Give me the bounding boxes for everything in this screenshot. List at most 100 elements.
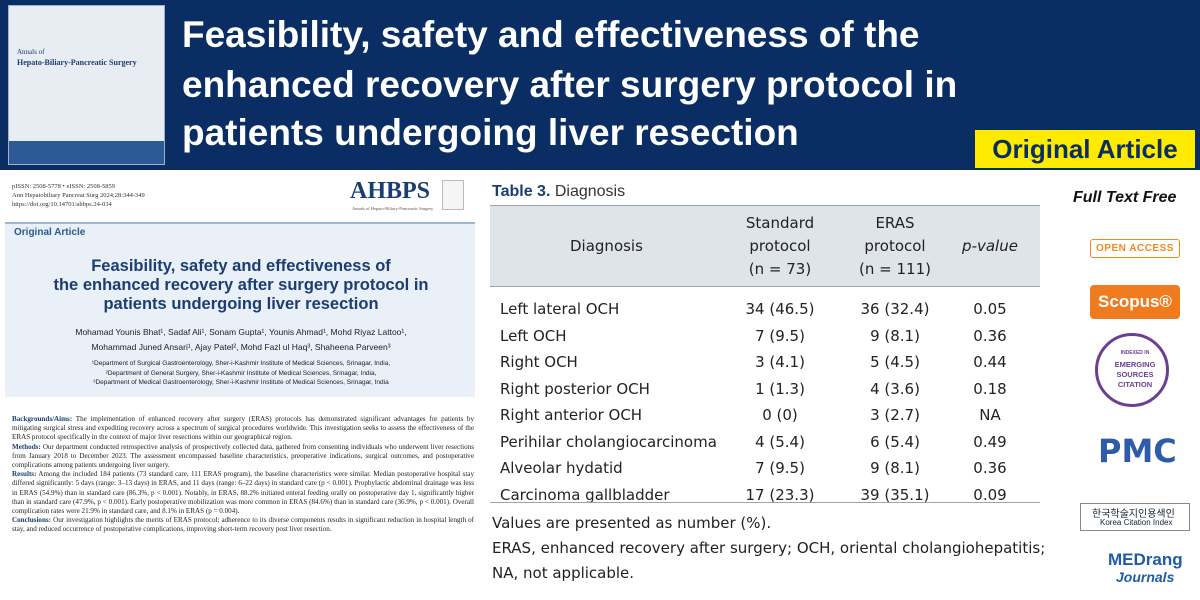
table-cell: 1 (1.3) xyxy=(755,379,805,398)
authors: Mohamad Younis Bhat¹, Sadaf Ali¹, Sonam … xyxy=(75,327,407,337)
issn: pISSN: 2508-5778 • eISSN: 2508-5859 xyxy=(12,183,116,190)
table-caption: Table 3. Diagnosis xyxy=(492,183,625,201)
abstract-heading: Conclusions: xyxy=(12,516,52,525)
open-access: OPEN ACCESS xyxy=(1090,239,1180,258)
paper-title: patients undergoing liver resection xyxy=(103,295,379,313)
table-label: Table 3. xyxy=(492,183,551,200)
cover-band xyxy=(9,141,164,164)
citation: Ann Hepatobiliary Pancreat Surg 2024;28:… xyxy=(12,192,145,199)
table-cell: 34 (46.5) xyxy=(745,300,815,318)
full-text-free: Full Text Free xyxy=(1073,189,1177,206)
table-header xyxy=(490,205,1040,287)
abstract-section: Methods: Our department conducted retros… xyxy=(12,443,474,471)
table-cell: Alveolar hydatid xyxy=(500,459,623,477)
column-header: Standard xyxy=(745,214,815,232)
table-cell: Right anterior OCH xyxy=(500,406,643,424)
check-updates xyxy=(442,180,464,210)
esci-line: CITATION xyxy=(1117,380,1153,389)
column-header: (n = 111) xyxy=(859,260,931,278)
banner-title: enhanced recovery after surgery protocol… xyxy=(182,64,958,105)
paper-title: Feasibility, safety and effectiveness of xyxy=(91,257,391,275)
kci-box xyxy=(1080,503,1190,531)
table-cell: 4 (3.6) xyxy=(870,379,920,398)
medrang: Journals xyxy=(1116,569,1175,585)
table-cell: 0.49 xyxy=(973,432,1007,451)
doi: https://doi.org/10.14701/ahbps.24-034 xyxy=(12,201,112,208)
article-type-badge: Original Article xyxy=(975,130,1195,168)
table-cell: 39 (35.1) xyxy=(860,485,930,504)
table-cell: Left lateral OCH xyxy=(500,300,620,318)
column-header: protocol xyxy=(864,237,926,255)
scopus: Scopus® xyxy=(1090,285,1180,319)
abstract-text: The implementation of enhanced recovery … xyxy=(12,415,474,442)
table-cell: 9 (8.1) xyxy=(870,459,920,477)
table-note: ERAS, enhanced recovery after surgery; O… xyxy=(492,539,1046,557)
table-cell: 36 (32.4) xyxy=(860,300,930,318)
column-header: p-value xyxy=(962,237,1018,255)
table-cell: 0.36 xyxy=(973,326,1007,345)
cover-text: Hepato-Biliary-Pancreatic Surgery xyxy=(17,58,137,67)
paper-title: the enhanced recovery after surgery prot… xyxy=(53,276,429,294)
authors: Mohammad Juned Ansari¹, Ajay Patel², Moh… xyxy=(91,342,391,352)
abstract-heading: Results: xyxy=(12,470,37,479)
abstract-section: Results: Among the included 184 patients… xyxy=(12,470,474,516)
table-cell: 3 (4.1) xyxy=(755,353,805,371)
abstract-heading: Methods: xyxy=(12,442,41,451)
table-cell: Perihilar cholangiocarcinoma xyxy=(500,432,717,451)
table-cell: 0.09 xyxy=(973,485,1007,504)
section-label: Original Article xyxy=(14,227,86,238)
banner-title: Feasibility, safety and effectiveness of… xyxy=(182,14,920,55)
table-cell: 0.44 xyxy=(973,353,1007,371)
esci-line: EMERGING xyxy=(1114,360,1156,369)
journal-cover: Annals of Hepato-Biliary-Pancreatic Surg… xyxy=(8,5,165,165)
table-note: Values are presented as number (%). xyxy=(492,514,772,532)
affiliation: ¹Department of Surgical Gastroenterology… xyxy=(91,360,391,367)
table-note: NA, not applicable. xyxy=(492,564,635,582)
table-cell: Right posterior OCH xyxy=(500,379,650,398)
table-cell: 3 (2.7) xyxy=(870,406,920,424)
abstract-heading: Backgrounds/Aims: xyxy=(12,415,73,423)
abstract-section: Conclusions: Our investigation highlight… xyxy=(12,516,474,534)
abstract-text: Our investigation highlights the merits … xyxy=(12,516,474,534)
esci-line: SOURCES xyxy=(1116,370,1154,379)
abstract: Backgrounds/Aims: The implementation of … xyxy=(12,415,474,535)
table-cell: 7 (9.5) xyxy=(755,326,805,345)
table-cell: 4 (5.4) xyxy=(755,432,805,451)
abstract-section: Backgrounds/Aims: The implementation of … xyxy=(12,415,474,443)
table-caption-text: Diagnosis xyxy=(554,183,626,200)
abstract-text: Our department conducted retrospective a… xyxy=(12,442,474,470)
table-cell: 5 (4.5) xyxy=(870,353,920,371)
table-cell: 6 (5.4) xyxy=(870,432,920,451)
cover-text: Annals of xyxy=(17,48,45,56)
column-header: protocol xyxy=(749,237,811,255)
kci: 한국학술지인용색인 xyxy=(1092,509,1175,520)
esci-line: INDEXED IN xyxy=(1120,350,1150,356)
banner-title: patients undergoing liver resection xyxy=(182,112,799,153)
table-cell: 0.05 xyxy=(973,300,1007,318)
abstract-text: Among the included 184 patients (73 stan… xyxy=(12,470,474,516)
header-box xyxy=(5,222,475,397)
column-header: Diagnosis xyxy=(570,237,643,255)
table-cell: 9 (8.1) xyxy=(870,326,920,345)
table-bottom-rule xyxy=(490,502,1040,503)
table-cell: NA xyxy=(979,406,1001,424)
column-header: ERAS xyxy=(875,214,915,232)
table-cell: 0.18 xyxy=(973,379,1007,398)
table-cell: 7 (9.5) xyxy=(755,459,805,477)
table-cell: Left OCH xyxy=(500,326,567,345)
pmc: PMC xyxy=(1098,432,1177,470)
table-cell: Right OCH xyxy=(500,353,578,371)
table-cell: 17 (23.3) xyxy=(745,485,815,504)
table-cell: Carcinoma gallbladder xyxy=(500,485,670,504)
column-header: (n = 73) xyxy=(748,260,812,278)
kci: Korea Citation Index xyxy=(1100,518,1173,527)
table-cell: 0.36 xyxy=(973,459,1007,477)
affiliation: ³Department of Medical Gastroenterology,… xyxy=(93,379,389,386)
journal-logo-sub: Annals of Hepato-Biliary-Pancreatic Surg… xyxy=(352,206,434,211)
paper: pISSN: 2508-5778 • eISSN: 2508-5859 Ann … xyxy=(0,175,482,600)
journal-logo: AHBPS xyxy=(350,178,431,204)
table-cell: 0 (0) xyxy=(762,406,798,424)
esci-seal xyxy=(1095,333,1169,407)
medrang: MEDrang xyxy=(1108,550,1183,569)
affiliation: ²Department of General Surgery, Sher-i-K… xyxy=(105,369,377,377)
